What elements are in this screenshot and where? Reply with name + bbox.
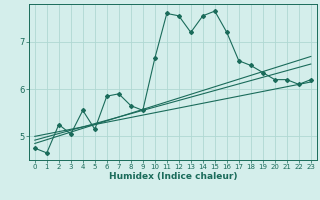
X-axis label: Humidex (Indice chaleur): Humidex (Indice chaleur) [108,172,237,181]
